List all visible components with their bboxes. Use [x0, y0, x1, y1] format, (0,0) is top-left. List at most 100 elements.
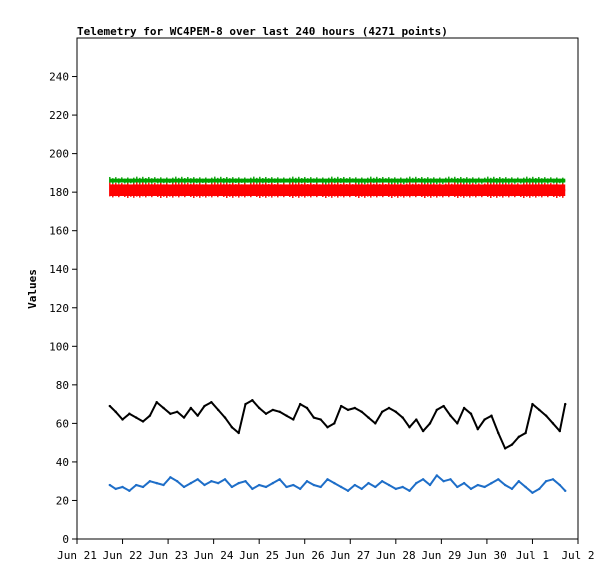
- data-point: [346, 408, 350, 412]
- data-point: [346, 489, 350, 493]
- data-point: [490, 414, 493, 417]
- data-point: [339, 485, 343, 489]
- data-point: [387, 406, 391, 410]
- data-point: [271, 408, 275, 412]
- data-point: [333, 481, 336, 485]
- data-point: [237, 481, 240, 485]
- data-point: [394, 410, 398, 414]
- data-point: [449, 414, 452, 417]
- data-point: [531, 402, 534, 406]
- data-point: [517, 435, 520, 439]
- data-point: [408, 426, 411, 429]
- x-tick-label: Jun 27: [330, 549, 370, 562]
- y-tick-label: 200: [49, 148, 69, 161]
- series-line: [109, 399, 567, 450]
- data-point: [141, 485, 145, 489]
- data-point: [203, 404, 206, 408]
- data-point: [524, 431, 527, 435]
- y-tick-label: 60: [56, 417, 69, 430]
- data-point: [264, 485, 268, 489]
- data-point: [415, 481, 418, 485]
- x-tick-label: Jun 25: [239, 549, 279, 562]
- data-point: [196, 478, 199, 481]
- y-tick-label: 20: [56, 494, 69, 507]
- data-point: [380, 410, 384, 414]
- data-point: [510, 487, 514, 491]
- data-point: [497, 478, 500, 481]
- data-point: [442, 404, 445, 408]
- y-axis: 0 20 40 60 80 100 120 140 160 180 200 220 240: [49, 71, 77, 546]
- data-point: [128, 489, 131, 493]
- data-point: [216, 408, 220, 412]
- data-point: [510, 443, 514, 446]
- data-point: [374, 485, 377, 489]
- data-point: [428, 422, 432, 425]
- data-point: [121, 418, 124, 421]
- data-point: [456, 422, 459, 425]
- data-point: [319, 485, 322, 489]
- data-point: [462, 481, 466, 485]
- data-point: [374, 422, 377, 425]
- y-tick-label: 240: [49, 71, 69, 84]
- data-point: [326, 426, 329, 429]
- data-point: [367, 481, 370, 485]
- data-point: [503, 483, 507, 487]
- x-tick-label: Jun 29: [421, 549, 461, 562]
- y-tick-label: 160: [49, 225, 69, 238]
- data-point: [230, 426, 234, 429]
- data-point: [360, 487, 363, 491]
- data-point: [456, 485, 459, 489]
- data-point: [497, 431, 500, 435]
- data-point: [216, 481, 220, 485]
- data-point: [333, 422, 336, 425]
- data-point: [189, 481, 193, 485]
- data-point: [278, 410, 281, 414]
- y-axis-title: Values: [26, 269, 39, 309]
- data-point: [257, 483, 261, 487]
- series-2: [108, 399, 567, 450]
- y-tick-label: 180: [49, 186, 69, 199]
- data-point: [121, 485, 124, 489]
- x-tick-label: Jun 22: [103, 549, 143, 562]
- y-tick-label: 220: [49, 109, 69, 122]
- data-point: [148, 414, 152, 417]
- data-point: [264, 412, 268, 415]
- data-point: [210, 400, 213, 404]
- data-point: [182, 416, 186, 419]
- data-point: [285, 414, 288, 417]
- data-point: [210, 479, 213, 483]
- series-3: [108, 474, 567, 494]
- data-point: [257, 406, 261, 410]
- data-point: [244, 402, 247, 406]
- data-point: [517, 479, 520, 483]
- data-point: [176, 479, 179, 483]
- data-point: [169, 476, 172, 479]
- data-point: [114, 487, 117, 491]
- y-tick-label: 80: [56, 379, 69, 392]
- data-point: [401, 485, 404, 489]
- data-point: [435, 408, 439, 412]
- data-point: [428, 483, 432, 487]
- data-point: [476, 483, 479, 487]
- data-point: [551, 422, 555, 425]
- series-1: [109, 182, 566, 199]
- data-point: [108, 404, 111, 408]
- data-point: [182, 485, 186, 489]
- data-point: [223, 478, 227, 481]
- data-point: [141, 420, 145, 423]
- data-point: [128, 412, 131, 415]
- data-point: [285, 485, 288, 489]
- data-point: [503, 447, 507, 450]
- data-point: [558, 483, 561, 487]
- data-point: [483, 418, 486, 421]
- data-point: [367, 416, 370, 419]
- data-point: [319, 418, 322, 421]
- y-tick-label: 0: [62, 533, 69, 546]
- data-point: [353, 406, 357, 410]
- data-point: [408, 489, 411, 493]
- data-point: [169, 412, 172, 415]
- data-point: [483, 485, 486, 489]
- x-tick-label: Jun 21: [57, 549, 97, 562]
- data-point: [196, 414, 199, 417]
- data-point: [558, 429, 561, 433]
